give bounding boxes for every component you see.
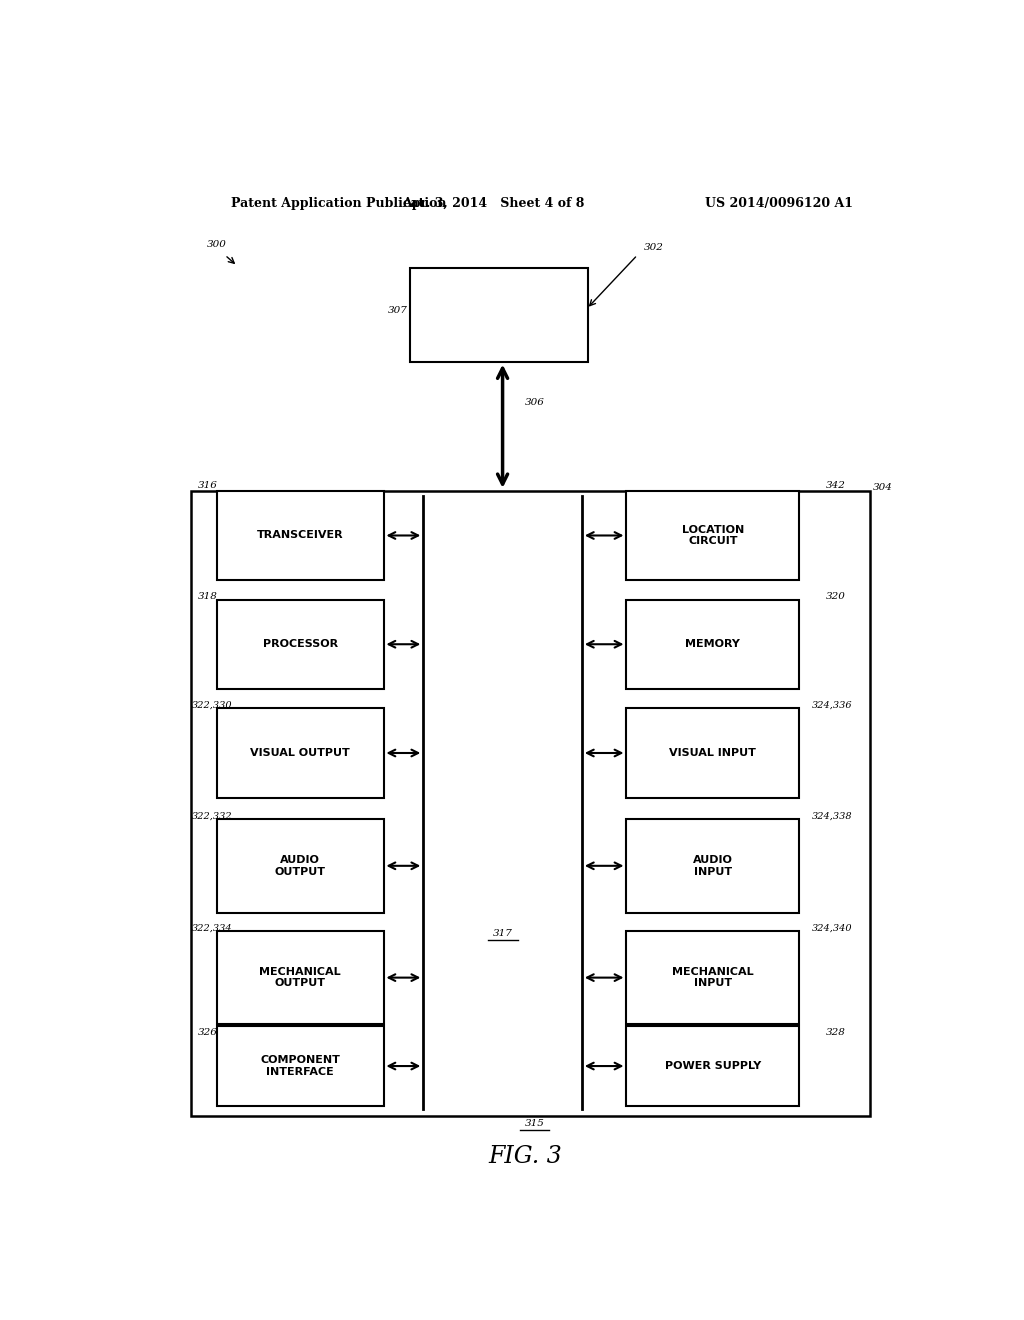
Bar xyxy=(217,818,384,912)
Text: 317: 317 xyxy=(493,929,513,939)
Text: TRANSCEIVER: TRANSCEIVER xyxy=(257,531,343,540)
Bar xyxy=(217,931,384,1024)
Bar xyxy=(627,709,800,797)
Text: 322,334: 322,334 xyxy=(191,924,232,933)
Text: 316: 316 xyxy=(198,480,218,490)
Text: 304: 304 xyxy=(872,483,892,492)
Bar xyxy=(217,1027,384,1106)
Text: LOCATION
CIRCUIT: LOCATION CIRCUIT xyxy=(682,524,744,546)
Text: COMPONENT
INTERFACE: COMPONENT INTERFACE xyxy=(260,1055,340,1077)
Bar xyxy=(217,709,384,797)
Text: 322,330: 322,330 xyxy=(191,700,232,709)
Bar xyxy=(627,931,800,1024)
Text: 342: 342 xyxy=(826,480,846,490)
Text: AUDIO
INPUT: AUDIO INPUT xyxy=(693,855,733,876)
Text: PROCESSOR: PROCESSOR xyxy=(262,639,338,649)
Text: 302: 302 xyxy=(644,243,664,252)
Text: 326: 326 xyxy=(198,1027,218,1036)
Text: 300: 300 xyxy=(207,240,227,249)
Text: Patent Application Publication: Patent Application Publication xyxy=(231,197,446,210)
Bar xyxy=(217,599,384,689)
Text: 315: 315 xyxy=(524,1119,545,1129)
Text: US 2014/0096120 A1: US 2014/0096120 A1 xyxy=(705,197,853,210)
Text: VISUAL INPUT: VISUAL INPUT xyxy=(670,748,757,758)
Text: AUDIO
OUTPUT: AUDIO OUTPUT xyxy=(274,855,326,876)
Text: 322,332: 322,332 xyxy=(191,812,232,821)
Bar xyxy=(410,268,588,362)
Text: 306: 306 xyxy=(524,399,545,408)
Bar xyxy=(191,491,870,1115)
Text: 320: 320 xyxy=(826,591,846,601)
Bar xyxy=(627,1027,800,1106)
Bar xyxy=(217,491,384,581)
Text: 324,336: 324,336 xyxy=(812,700,853,709)
Text: 328: 328 xyxy=(826,1027,846,1036)
Text: MECHANICAL
INPUT: MECHANICAL INPUT xyxy=(672,966,754,989)
Bar xyxy=(627,491,800,581)
Text: 324,338: 324,338 xyxy=(812,812,853,821)
Text: 307: 307 xyxy=(388,306,409,315)
Text: FIG. 3: FIG. 3 xyxy=(487,1144,562,1168)
Text: 318: 318 xyxy=(198,591,218,601)
Text: MEMORY: MEMORY xyxy=(685,639,740,649)
Bar xyxy=(627,599,800,689)
Text: VISUAL OUTPUT: VISUAL OUTPUT xyxy=(250,748,350,758)
Text: 324,340: 324,340 xyxy=(812,924,853,933)
Text: POWER SUPPLY: POWER SUPPLY xyxy=(665,1061,761,1071)
Text: MECHANICAL
OUTPUT: MECHANICAL OUTPUT xyxy=(259,966,341,989)
Text: Apr. 3, 2014   Sheet 4 of 8: Apr. 3, 2014 Sheet 4 of 8 xyxy=(401,197,585,210)
Bar xyxy=(627,818,800,912)
